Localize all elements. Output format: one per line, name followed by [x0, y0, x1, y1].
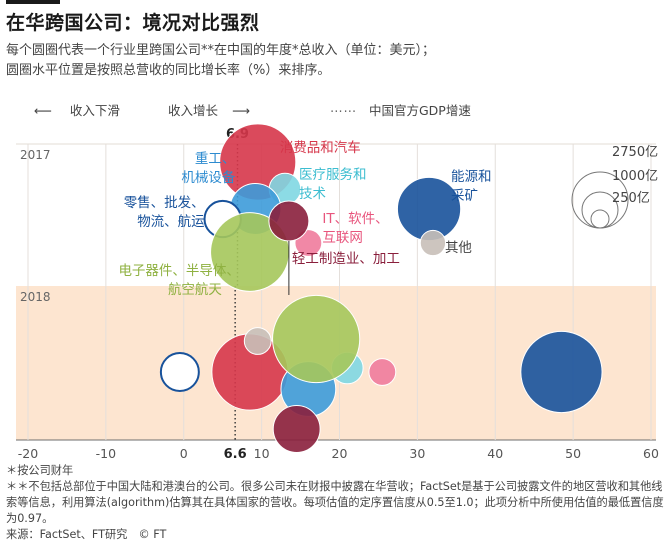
x-tick-label: 60: [643, 446, 659, 461]
footnote-2: ＊＊不包括总部位于中国大陆和港澳台的公司。很多公司未在财报中披露在华营收；Fac…: [6, 480, 664, 525]
size-legend-label: 250亿: [612, 191, 650, 206]
row-label: 2017: [20, 148, 51, 162]
arrow-left-icon: ⟵: [34, 103, 52, 118]
legend-decline-label: 收入下滑: [69, 103, 120, 118]
x-tick-label: 10: [254, 446, 270, 461]
subtitle-line-2: 圆圈水平位置是按照总营收的同比增长率（%）来排序。: [6, 63, 331, 78]
series-label-light_mfg: 轻工制造业、加工: [292, 251, 400, 267]
size-legend-label: 1000亿: [612, 169, 658, 184]
bubble-retail-2018: [159, 352, 200, 392]
dotted-line-icon: ⋯⋯: [330, 103, 357, 118]
legend-gdp-label: 中国官方GDP增速: [368, 103, 471, 118]
series-label-industrial: 机械设备: [181, 169, 235, 186]
x-tick-label: -10: [96, 446, 116, 461]
bubble-tech-2018: [368, 358, 397, 386]
series-label-energy: 采矿: [451, 188, 478, 204]
series-label-consumer: 消费品和汽车: [280, 139, 361, 156]
arrow-right-icon: ⟶: [232, 103, 250, 118]
series-label-retail: 物流、航运: [137, 214, 205, 230]
series-label-tech: IT、软件、: [322, 211, 388, 227]
size-legend-label: 2750亿: [612, 145, 658, 160]
bubble-chart: -20-100102030405060201720186.96.6消费品和汽车医…: [16, 123, 659, 462]
x-tick-label: 0: [180, 446, 188, 461]
bubble-electronics-2018: [272, 294, 361, 384]
bubble-energy-2018: [520, 330, 603, 414]
series-label-healthcare: 技术: [299, 186, 326, 202]
series-label-electronics: 电子器件、半导体、: [118, 263, 240, 279]
x-tick-label: 30: [409, 446, 425, 461]
legend-growth: 收入增长 ⟶: [168, 100, 250, 119]
subtitle-line-1: 每个圆圈代表一个行业里跨国公司**在中国的年度*总收入（单位：美元）；: [6, 43, 436, 58]
bubble-light_mfg-2017: [268, 200, 310, 242]
footnote-1: ＊按公司财年: [6, 464, 74, 477]
legend-growth-label: 收入增长: [168, 103, 219, 118]
series-label-energy: 能源和: [451, 169, 492, 185]
x-tick-label: 40: [487, 446, 503, 461]
series-label-electronics: 航空航天: [168, 282, 222, 298]
x-tick-label: 50: [565, 446, 581, 461]
legend-decline: ⟵ 收入下滑: [34, 100, 120, 119]
size-legend-circle: [590, 209, 610, 229]
gdp-label: 6.6: [224, 447, 247, 462]
chart-title: 在华跨国公司：境况对比强烈: [6, 12, 260, 34]
x-tick-label: 20: [332, 446, 348, 461]
bubble-light_mfg-2018: [272, 405, 321, 453]
brand-bar: [6, 0, 60, 4]
chart-subtitle: 每个圆圈代表一个行业里跨国公司**在中国的年度*总收入（单位：美元）； 圆圈水平…: [6, 41, 646, 81]
bubble-other-2018: [243, 327, 272, 355]
series-label-industrial: 重工、: [195, 151, 236, 167]
row-label: 2018: [20, 290, 51, 304]
x-tick-label: -20: [18, 446, 38, 461]
legend-gdp: ⋯⋯ 中国官方GDP增速: [330, 100, 471, 119]
series-label-tech: 互联网: [322, 230, 363, 246]
series-label-healthcare: 医疗服务和: [299, 167, 367, 183]
bubble-other-2017: [419, 229, 447, 257]
series-label-other: 其他: [445, 240, 472, 256]
source-note: 来源：FactSet、FT研究 © FT: [6, 528, 167, 541]
series-label-retail: 零售、批发、: [124, 195, 205, 211]
